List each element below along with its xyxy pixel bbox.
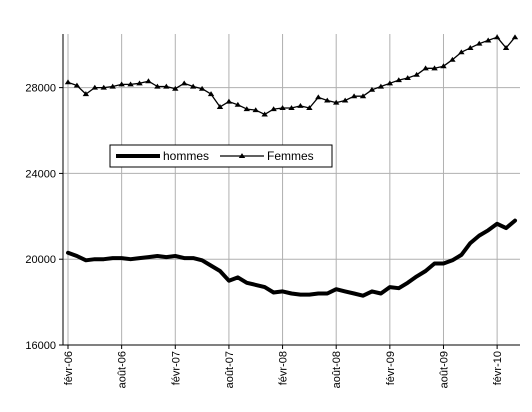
data-point-femmes	[64, 79, 72, 85]
axes: 16000 20000 24000 28000 févr-06 août-06 févr-0…	[25, 34, 520, 388]
data-point-femmes	[270, 106, 277, 112]
data-point-femmes	[341, 97, 349, 103]
x-tick-label: août-06	[117, 351, 129, 388]
data-point-femmes	[109, 83, 116, 89]
data-point-femmes	[377, 83, 385, 89]
data-point-femmes	[91, 84, 99, 90]
gridlines	[63, 34, 520, 345]
data-point-femmes	[172, 85, 179, 91]
data-point-femmes	[404, 75, 411, 80]
data-point-femmes	[431, 65, 438, 71]
data-point-femmes	[350, 93, 358, 99]
data-point-femmes	[82, 91, 90, 97]
legend: hommes Femmes	[109, 144, 333, 168]
data-point-femmes	[145, 78, 152, 84]
data-point-femmes	[359, 93, 367, 99]
data-point-femmes	[493, 34, 501, 40]
data-point-femmes	[136, 80, 143, 86]
series-line-femmes	[67, 36, 516, 116]
legend-label-femmes: Femmes	[267, 149, 314, 163]
data-point-femmes	[467, 45, 474, 50]
data-point-femmes	[324, 97, 331, 103]
data-point-femmes	[225, 98, 233, 104]
x-tick-label: août-09	[438, 351, 450, 388]
data-point-femmes	[181, 80, 188, 86]
data-point-femmes	[118, 81, 125, 87]
data-point-femmes	[279, 105, 286, 111]
data-series	[64, 34, 519, 298]
data-point-femmes	[484, 37, 492, 43]
x-tick-label: févr-06	[63, 351, 75, 385]
data-point-femmes	[449, 56, 456, 62]
legend-label-hommes: hommes	[163, 149, 209, 163]
data-point-femmes	[198, 85, 206, 91]
data-point-femmes	[458, 49, 465, 55]
data-point-femmes	[207, 91, 215, 97]
data-point-femmes	[440, 63, 447, 69]
data-point-femmes	[315, 94, 322, 100]
data-point-femmes	[333, 99, 340, 105]
data-point-femmes	[297, 102, 304, 108]
data-point-femmes	[100, 84, 107, 90]
data-point-femmes	[395, 77, 402, 83]
y-tick-label: 28000	[25, 83, 56, 95]
x-tick-label: févr-08	[278, 351, 290, 385]
data-point-femmes	[368, 86, 376, 92]
data-point-femmes	[154, 83, 161, 89]
data-point-femmes	[261, 111, 268, 117]
y-tick-label: 24000	[25, 168, 56, 180]
data-point-femmes	[422, 65, 429, 71]
x-tick-label: août-07	[224, 351, 236, 388]
x-tick-label: févr-10	[492, 351, 504, 385]
data-point-femmes	[189, 83, 197, 89]
series-line-hommes	[66, 218, 517, 298]
data-point-femmes	[502, 45, 510, 50]
data-point-femmes	[252, 107, 259, 113]
data-point-femmes	[234, 101, 242, 107]
x-tick-label: août-08	[331, 351, 343, 388]
x-tick-label: févr-09	[385, 351, 397, 385]
data-point-femmes	[127, 81, 134, 87]
data-point-femmes	[511, 34, 519, 40]
x-tick-label: févr-07	[170, 351, 182, 385]
data-point-femmes	[216, 104, 224, 109]
data-point-femmes	[163, 83, 170, 89]
data-point-femmes	[288, 105, 295, 111]
data-point-femmes	[476, 40, 483, 46]
data-point-femmes	[306, 105, 313, 111]
data-point-femmes	[243, 106, 250, 112]
data-point-femmes	[386, 80, 394, 86]
y-tick-label: 16000	[25, 340, 56, 352]
data-point-femmes	[73, 82, 81, 88]
y-tick-label: 20000	[25, 254, 56, 266]
data-point-femmes	[413, 71, 420, 77]
legend-marker-femmes	[238, 153, 246, 159]
